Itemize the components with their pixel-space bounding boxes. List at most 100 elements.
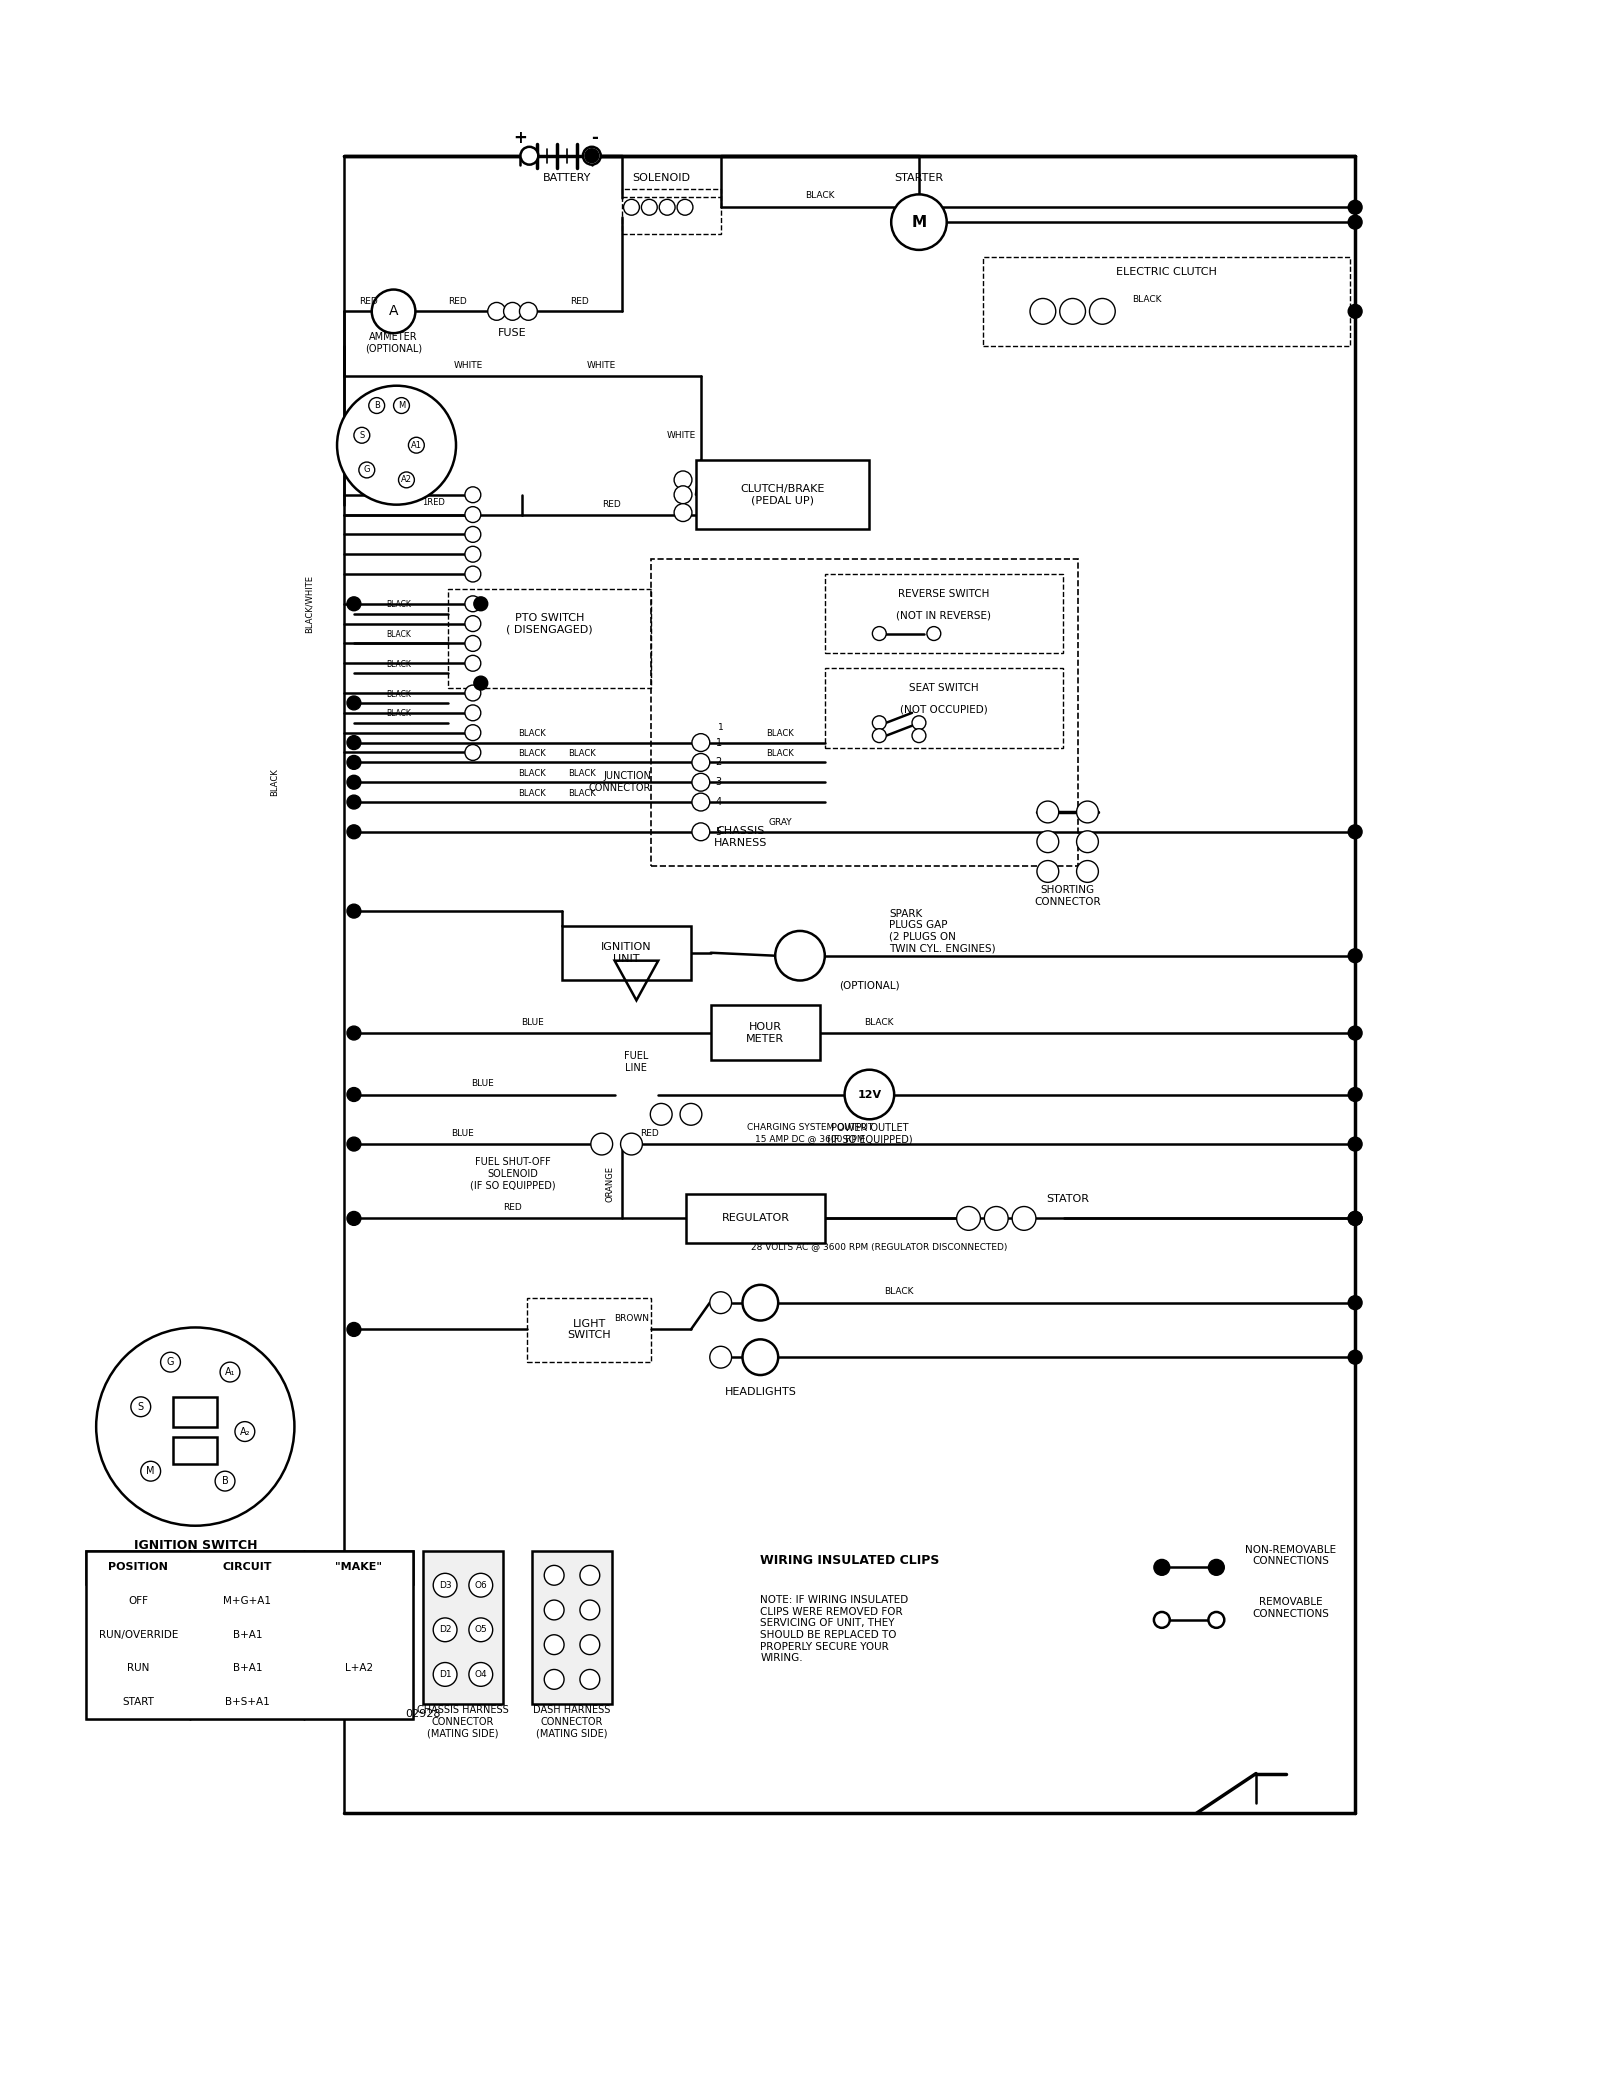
Circle shape <box>691 753 710 772</box>
Text: REVERSE SWITCH: REVERSE SWITCH <box>898 589 989 600</box>
Bar <box>696 461 869 529</box>
Text: CLUTCH/BRAKE
(PEDAL UP): CLUTCH/BRAKE (PEDAL UP) <box>741 483 826 506</box>
Circle shape <box>1349 1087 1362 1102</box>
Circle shape <box>926 627 941 641</box>
Circle shape <box>131 1396 150 1417</box>
Text: HOUR
METER: HOUR METER <box>746 1023 784 1044</box>
Text: CHASSIS
HARNESS: CHASSIS HARNESS <box>714 826 768 847</box>
Circle shape <box>691 824 710 840</box>
Circle shape <box>579 1635 600 1654</box>
Text: BLACK: BLACK <box>766 749 794 757</box>
Circle shape <box>1349 1027 1362 1040</box>
Text: REGULATOR: REGULATOR <box>722 1214 789 1224</box>
Bar <box>686 1193 824 1243</box>
Bar <box>824 668 1062 747</box>
Circle shape <box>845 1071 894 1118</box>
Bar <box>651 558 1077 867</box>
Circle shape <box>1090 299 1115 324</box>
Circle shape <box>235 1421 254 1442</box>
Text: IGNITION
UNIT: IGNITION UNIT <box>602 942 651 963</box>
Circle shape <box>466 546 480 562</box>
Bar <box>86 1583 413 1619</box>
Text: 4: 4 <box>715 797 722 807</box>
Circle shape <box>1208 1560 1224 1575</box>
Circle shape <box>650 1104 672 1125</box>
Circle shape <box>642 199 658 216</box>
Circle shape <box>776 932 824 981</box>
Text: NOTE: IF WIRING INSULATED
CLIPS WERE REMOVED FOR
SERVICING OF UNIT, THEY
SHOULD : NOTE: IF WIRING INSULATED CLIPS WERE REM… <box>760 1596 909 1664</box>
Text: M: M <box>912 214 926 230</box>
Circle shape <box>469 1573 493 1598</box>
Bar <box>562 925 691 981</box>
Circle shape <box>347 826 362 838</box>
Text: POWER OUTLET
(IF SO EQUIPPED): POWER OUTLET (IF SO EQUIPPED) <box>827 1123 912 1145</box>
Circle shape <box>347 755 362 770</box>
Text: "MAKE": "MAKE" <box>336 1562 382 1573</box>
Circle shape <box>394 398 410 413</box>
Circle shape <box>544 1635 565 1654</box>
Text: WHITE: WHITE <box>587 361 616 369</box>
Text: A₁: A₁ <box>224 1367 235 1378</box>
Circle shape <box>520 147 538 164</box>
Text: D3: D3 <box>438 1581 451 1589</box>
Circle shape <box>710 1347 731 1367</box>
Circle shape <box>1349 948 1362 963</box>
Text: S: S <box>360 432 365 440</box>
Text: GRAY: GRAY <box>768 818 792 828</box>
Circle shape <box>1037 830 1059 853</box>
Text: (NOT OCCUPIED): (NOT OCCUPIED) <box>899 706 987 716</box>
Text: A: A <box>389 305 398 317</box>
Circle shape <box>466 527 480 542</box>
Text: RED: RED <box>502 1204 522 1212</box>
Text: S: S <box>138 1403 144 1411</box>
Circle shape <box>474 598 488 610</box>
Bar <box>173 1396 218 1428</box>
Bar <box>86 1618 413 1652</box>
Circle shape <box>1349 1212 1362 1226</box>
Circle shape <box>347 1027 362 1040</box>
Text: BLUE: BLUE <box>472 1079 494 1087</box>
Circle shape <box>466 745 480 759</box>
Text: 1: 1 <box>715 737 722 747</box>
Circle shape <box>872 627 886 641</box>
Bar <box>86 1685 413 1718</box>
Text: RED: RED <box>602 500 621 508</box>
Circle shape <box>579 1670 600 1689</box>
Bar <box>528 1297 651 1361</box>
Circle shape <box>474 676 488 691</box>
Circle shape <box>579 1600 600 1621</box>
Circle shape <box>347 598 362 610</box>
Circle shape <box>214 1471 235 1492</box>
Circle shape <box>520 303 538 320</box>
Circle shape <box>984 1206 1008 1230</box>
Text: RED: RED <box>360 297 378 305</box>
Text: 2: 2 <box>715 757 722 768</box>
Circle shape <box>674 471 691 490</box>
Circle shape <box>371 290 416 334</box>
Circle shape <box>141 1461 160 1482</box>
Text: FUSE: FUSE <box>498 328 526 338</box>
Circle shape <box>434 1662 458 1687</box>
Text: WHITE: WHITE <box>453 361 483 369</box>
Circle shape <box>347 905 362 917</box>
Text: BLACK: BLACK <box>386 631 411 639</box>
Text: JUNCTION
CONNECTOR: JUNCTION CONNECTOR <box>589 772 651 793</box>
Circle shape <box>912 728 926 743</box>
Circle shape <box>466 635 480 652</box>
Bar <box>448 589 651 689</box>
Text: RUN/OVERRIDE: RUN/OVERRIDE <box>99 1629 178 1639</box>
Text: BLACK: BLACK <box>568 749 595 757</box>
Circle shape <box>680 1104 702 1125</box>
Text: NON-REMOVABLE
CONNECTIONS: NON-REMOVABLE CONNECTIONS <box>1245 1544 1336 1567</box>
Text: ELECTRIC CLUTCH: ELECTRIC CLUTCH <box>1117 268 1218 276</box>
Circle shape <box>1077 861 1098 882</box>
Text: DASH HARNESS
CONNECTOR
(MATING SIDE): DASH HARNESS CONNECTOR (MATING SIDE) <box>533 1706 611 1739</box>
Text: BLACK: BLACK <box>766 728 794 739</box>
Text: B: B <box>222 1475 229 1486</box>
Circle shape <box>354 427 370 444</box>
Circle shape <box>347 1212 362 1226</box>
Circle shape <box>677 199 693 216</box>
Circle shape <box>742 1338 778 1376</box>
Text: M: M <box>147 1467 155 1475</box>
Circle shape <box>1030 299 1056 324</box>
